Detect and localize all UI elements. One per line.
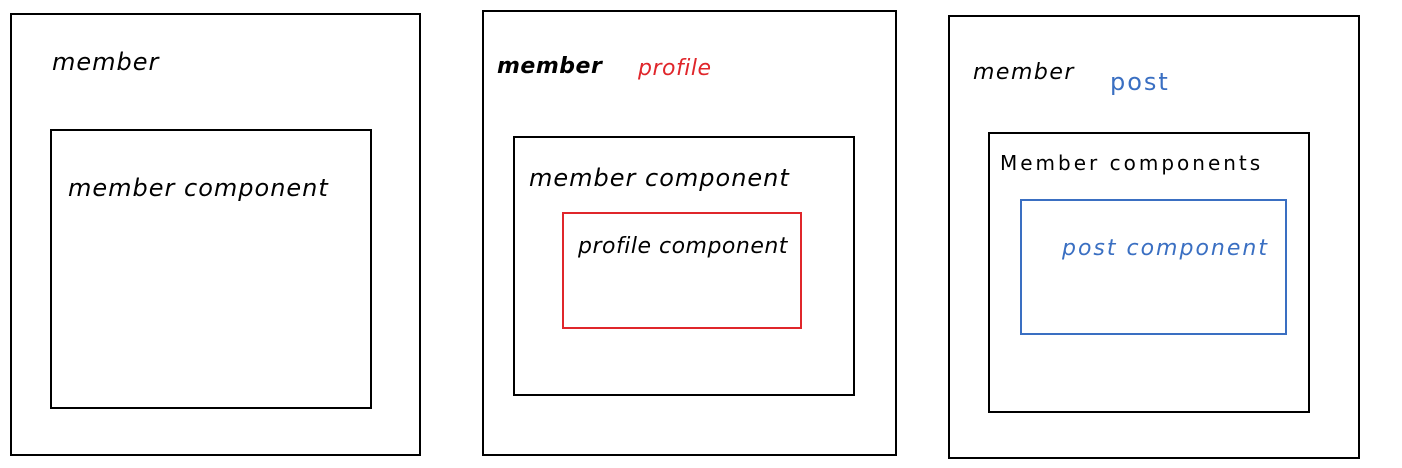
- panel-3-member-components-label: Member components: [1000, 153, 1263, 173]
- panel-2-profile-component-box: [562, 212, 802, 329]
- panel-3-post-component-label: post component: [1062, 238, 1269, 260]
- panel-2-profile-component-label: profile component: [578, 236, 788, 258]
- panel-2-member-component-label: member component: [529, 166, 790, 190]
- panel-1-member-component-label: member component: [68, 176, 329, 200]
- panel-1-member-component-box: [50, 129, 372, 409]
- panel-3-route-label: post: [1110, 70, 1170, 94]
- panel-3-post-component-box: [1020, 199, 1287, 335]
- panel-2-outer-label: member: [497, 56, 602, 78]
- panel-2-route-label: profile: [638, 58, 711, 80]
- panel-3-outer-label: member: [973, 62, 1075, 84]
- panel-1-outer-label: member: [52, 50, 159, 74]
